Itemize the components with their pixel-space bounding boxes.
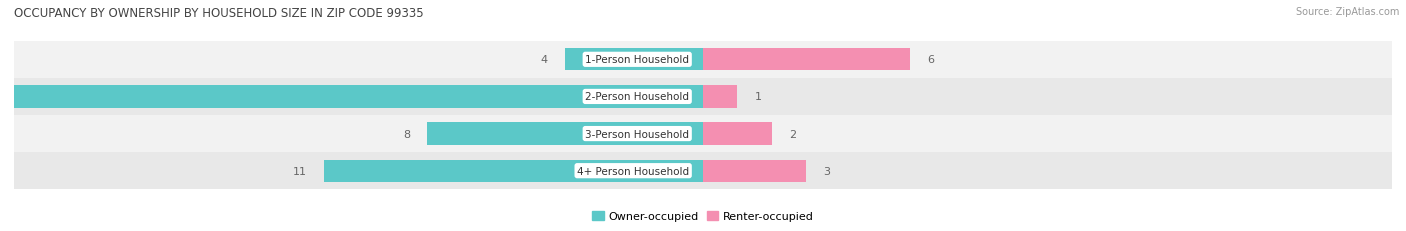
Text: 2: 2	[789, 129, 796, 139]
Bar	[703, 123, 772, 145]
Bar	[14, 152, 703, 189]
Bar	[703, 49, 910, 71]
Bar	[14, 79, 703, 116]
Text: 11: 11	[292, 166, 307, 176]
Legend: Owner-occupied, Renter-occupied: Owner-occupied, Renter-occupied	[588, 206, 818, 225]
Bar	[14, 42, 703, 79]
Bar	[703, 152, 1392, 189]
Bar	[703, 79, 1392, 116]
Bar	[703, 86, 738, 108]
Text: 3: 3	[824, 166, 831, 176]
Text: 3-Person Household: 3-Person Household	[585, 129, 689, 139]
Bar	[703, 116, 1392, 152]
Bar	[565, 49, 703, 71]
Text: 4+ Person Household: 4+ Person Household	[576, 166, 689, 176]
Text: 2-Person Household: 2-Person Household	[585, 92, 689, 102]
Text: 1: 1	[755, 92, 762, 102]
Bar	[703, 160, 807, 182]
Text: 1-Person Household: 1-Person Household	[585, 55, 689, 65]
Bar	[427, 123, 703, 145]
Bar	[14, 86, 703, 108]
Text: 6: 6	[927, 55, 934, 65]
Text: Source: ZipAtlas.com: Source: ZipAtlas.com	[1295, 7, 1399, 17]
Text: 4: 4	[541, 55, 548, 65]
Bar	[703, 42, 1392, 79]
Text: 8: 8	[404, 129, 411, 139]
Text: OCCUPANCY BY OWNERSHIP BY HOUSEHOLD SIZE IN ZIP CODE 99335: OCCUPANCY BY OWNERSHIP BY HOUSEHOLD SIZE…	[14, 7, 423, 20]
Bar	[14, 116, 703, 152]
Bar	[323, 160, 703, 182]
